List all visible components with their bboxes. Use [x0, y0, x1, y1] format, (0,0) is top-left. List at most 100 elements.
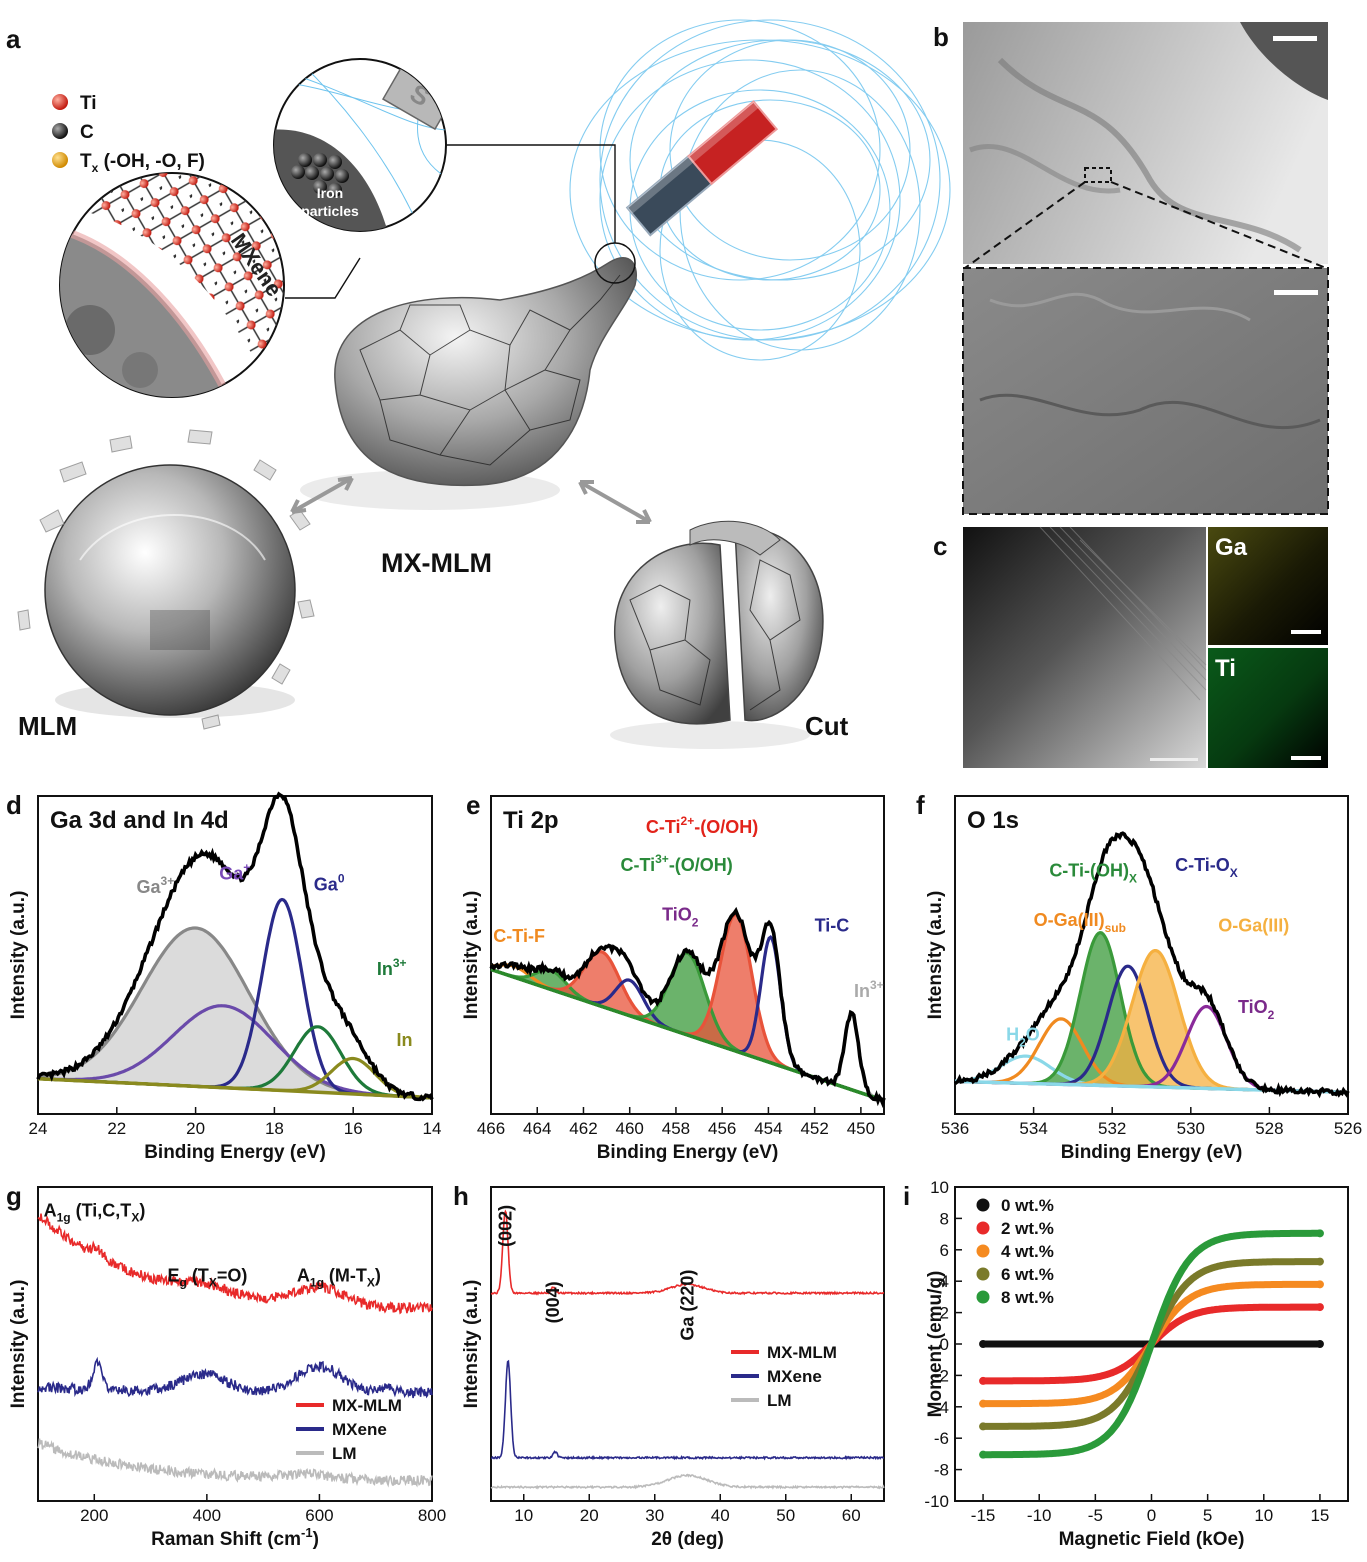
raman-chart: 200 400 600 800 Intensity (a.u.) Raman Shift …: [8, 1186, 446, 1550]
x-tick-label: 20: [186, 1119, 205, 1138]
series-line: [490, 1473, 885, 1490]
legend-swatch: [976, 1221, 990, 1235]
x-tick-label: 454: [754, 1119, 782, 1138]
x-axis-label: Binding Energy (eV): [1061, 1142, 1243, 1163]
panel-label-d: d: [6, 790, 22, 820]
series-line: [979, 1229, 1324, 1459]
peak-annotation: TiO2: [1238, 997, 1275, 1022]
atom-legend: Ti C Tx (-OH, -O, F): [52, 93, 205, 175]
series-end-point: [1315, 1340, 1324, 1348]
series-end-point: [979, 1450, 988, 1459]
xps-o1s-chart: 536 534 532 530 528 526 Intensity (a.u.) Bindin…: [925, 795, 1362, 1163]
x-tick-label: 528: [1255, 1119, 1283, 1138]
panel-label-g: g: [6, 1181, 22, 1211]
peak-annotation: (004): [543, 1281, 563, 1323]
x-tick-label: 0: [1147, 1506, 1156, 1525]
cut-label: Cut: [805, 711, 849, 741]
zoom-box: [1084, 167, 1112, 183]
x-axis-label: Raman Shift (cm-1): [151, 1525, 319, 1550]
illustration-panel: Ti C Tx (-OH, -O, F): [17, 19, 951, 749]
series-line: [37, 1438, 433, 1488]
x-tick-label: 600: [305, 1506, 333, 1525]
x-tick-label: 18: [265, 1119, 284, 1138]
scale-bar-b1: [1273, 36, 1317, 41]
legend-swatch: [976, 1244, 990, 1258]
x-axis-label: 2θ (deg): [651, 1529, 724, 1550]
mxene-lattice-inset: MXene: [59, 172, 287, 398]
tem-panel: Ga Ti: [963, 526, 1328, 768]
x-tick-label: 526: [1334, 1119, 1362, 1138]
plot-frame: [37, 795, 433, 1115]
y-tick-label: 4: [940, 1272, 949, 1291]
peak-annotation: C-Ti2+-(O/OH): [646, 814, 758, 837]
series-end-point: [1315, 1257, 1324, 1266]
legend-label: 0 wt.%: [1001, 1196, 1054, 1215]
series-line: [37, 1356, 433, 1399]
mlm-sphere: MLM: [17, 429, 315, 741]
series-end-point: [979, 1340, 988, 1348]
peak-annotation: H2O: [1006, 1024, 1040, 1049]
legend-label: MX-MLM: [332, 1396, 402, 1415]
x-tick-label: -10: [1027, 1506, 1052, 1525]
y-axis-label: Intensity (a.u.): [461, 1280, 482, 1409]
x-tick-label: 536: [941, 1119, 969, 1138]
y-tick-label: 10: [930, 1178, 949, 1197]
bar-magnet: [625, 100, 779, 237]
scale-bar-c2: [1291, 630, 1321, 634]
peak-annotation: Ga (220): [678, 1270, 698, 1341]
x-axis-label: Magnetic Field (kOe): [1059, 1529, 1245, 1550]
x-tick-label: 60: [842, 1506, 861, 1525]
y-tick-label: 2: [940, 1304, 949, 1323]
sem-image-low-mag: [963, 22, 1328, 264]
transition-arrows: [290, 476, 652, 524]
x-tick-label: 30: [645, 1506, 664, 1525]
series-line: [37, 1213, 433, 1315]
zoom-connector-iron: [446, 144, 616, 243]
x-tick-label: 532: [1098, 1119, 1126, 1138]
tx-atom-icon: [52, 152, 68, 168]
y-tick-label: -2: [934, 1366, 949, 1385]
peak-annotation: O-Ga(III)sub: [1034, 910, 1126, 935]
chart-title: Ti 2p: [503, 807, 559, 834]
y-axis-label: Moment (emu/g): [925, 1271, 946, 1418]
series-line: [490, 1359, 885, 1461]
peak-annotation: Ga0: [314, 871, 345, 894]
plot-frame: [490, 795, 885, 1115]
legend-tx-label: Tx (-OH, -O, F): [80, 151, 205, 175]
y-axis-label: Intensity (a.u.): [8, 1280, 29, 1409]
c-atom-icon: [52, 123, 68, 139]
envelope-curve: [36, 791, 434, 1102]
legend-c-label: C: [80, 122, 94, 143]
series-end-point: [1315, 1303, 1324, 1312]
x-tick-label: 14: [423, 1119, 442, 1138]
y-axis-label: Intensity (a.u.): [8, 891, 29, 1020]
mx-mlm-label: MX-MLM: [381, 548, 492, 578]
magnetic-field-lines: [569, 19, 951, 361]
panel-label-f: f: [916, 790, 925, 820]
x-tick-label: 452: [800, 1119, 828, 1138]
legend-swatch: [976, 1198, 990, 1212]
y-tick-label: -8: [934, 1461, 949, 1480]
x-tick-label: 24: [29, 1119, 48, 1138]
zoom-connector-mxene: [285, 257, 361, 299]
peak-annotation: C-Ti3+-(O/OH): [620, 852, 732, 875]
legend-swatch: [976, 1267, 990, 1281]
legend-ti-label: Ti: [80, 93, 97, 114]
panel-label-c: c: [933, 531, 947, 561]
peak-annotation: C-Ti-(OH)X: [1049, 861, 1137, 886]
panel-label-a: a: [6, 24, 21, 54]
chart-title: Ga 3d and In 4d: [50, 807, 229, 834]
y-axis-label: Intensity (a.u.): [461, 891, 482, 1020]
peak-annotation: C-Ti-OX: [1175, 855, 1238, 880]
legend-label: MXene: [332, 1420, 387, 1439]
x-tick-label: 5: [1203, 1506, 1212, 1525]
y-tick-label: -10: [924, 1492, 949, 1511]
y-tick-label: -4: [934, 1398, 949, 1417]
x-tick-label: 10: [1254, 1506, 1273, 1525]
chart-title: O 1s: [967, 807, 1019, 834]
scale-bar-b2: [1274, 290, 1318, 295]
legend-label: 8 wt.%: [1001, 1288, 1054, 1307]
x-tick-label: 458: [662, 1119, 690, 1138]
peak-annotation: Ga+: [219, 860, 250, 883]
